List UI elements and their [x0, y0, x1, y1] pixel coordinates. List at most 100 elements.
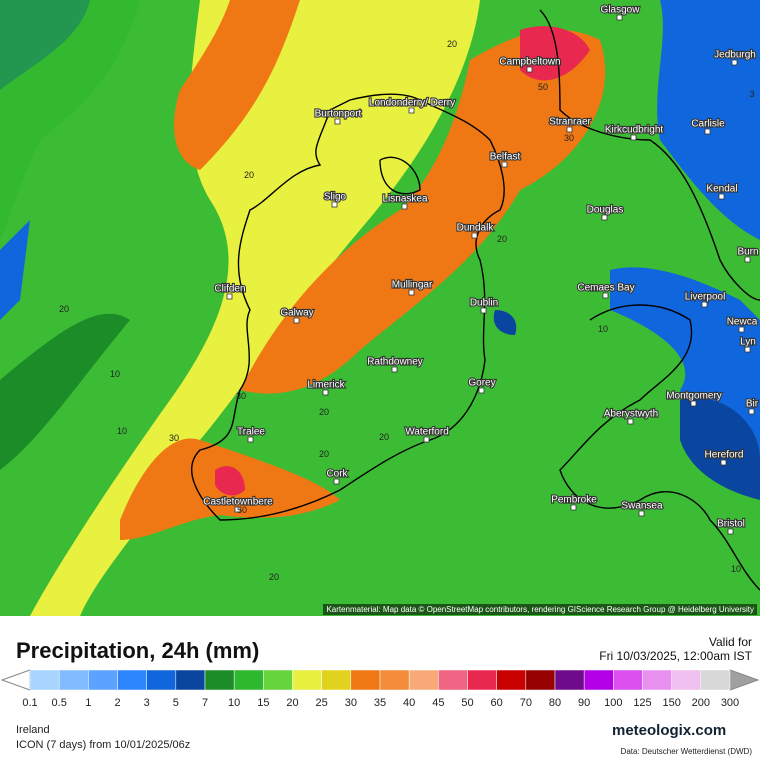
- city-label: Aberystwyth: [604, 409, 658, 420]
- city-marker: [738, 326, 745, 333]
- city-marker: [570, 504, 577, 511]
- level-label: 7: [202, 697, 208, 709]
- city-marker: [331, 201, 338, 208]
- attribution: Kartenmaterial: Map data © OpenStreetMap…: [323, 604, 757, 615]
- level-label: 30: [345, 697, 357, 709]
- region: Ireland: [16, 724, 50, 736]
- city-marker: [718, 193, 725, 200]
- level-label: 70: [520, 697, 532, 709]
- city-label: Rathdowney: [367, 357, 423, 368]
- level-label: 15: [257, 697, 269, 709]
- level-label: 300: [721, 697, 739, 709]
- level-label: 20: [286, 697, 298, 709]
- city-marker: [401, 203, 408, 210]
- contour-label: 50: [538, 82, 548, 92]
- city-marker: [226, 293, 233, 300]
- city-label: Bir: [746, 399, 759, 410]
- city-label: Galway: [280, 308, 313, 319]
- city-marker: [701, 301, 708, 308]
- level-label: 3: [144, 697, 150, 709]
- city-label: Liverpool: [685, 292, 726, 303]
- city-marker: [408, 107, 415, 114]
- city-label: Douglas: [587, 205, 624, 216]
- city-label: Bristol: [717, 519, 745, 530]
- city-marker: [480, 307, 487, 314]
- color-box: [321, 669, 352, 691]
- color-box: [642, 669, 672, 691]
- city-label: Cemaes Bay: [577, 283, 634, 294]
- level-label: 150: [662, 697, 680, 709]
- contour-label: 20: [244, 170, 254, 180]
- city-label: Gorey: [468, 378, 495, 389]
- city-label: Cork: [326, 469, 348, 480]
- level-label: 0.1: [22, 697, 37, 709]
- city-label: Newca: [727, 317, 758, 328]
- city-marker: [602, 292, 609, 299]
- level-label: 50: [461, 697, 473, 709]
- model-run: ICON (7 days) from 10/01/2025/06z: [16, 739, 191, 751]
- city-label: Limerick: [307, 380, 345, 391]
- city-marker: [744, 346, 751, 353]
- city-marker: [391, 366, 398, 373]
- color-box: [671, 669, 702, 691]
- color-box: [175, 669, 206, 691]
- city-label: Clifden: [214, 284, 245, 295]
- city-label: Pembroke: [551, 495, 597, 506]
- city-label: Kirkcudbright: [605, 125, 664, 136]
- city-label: Sligo: [324, 192, 347, 203]
- city-label: Dundalk: [457, 223, 495, 234]
- level-label: 0.5: [52, 697, 67, 709]
- contour-label: 20: [59, 304, 69, 314]
- city-label: Lisnaskea: [382, 194, 427, 205]
- contour-label: 20: [447, 39, 457, 49]
- valid-label: Valid for: [708, 635, 752, 649]
- contour-label: 20: [379, 432, 389, 442]
- city-marker: [748, 408, 755, 415]
- color-box: [117, 669, 147, 691]
- city-marker: [501, 161, 508, 168]
- city-label: Burn: [737, 247, 758, 258]
- level-label: 125: [633, 697, 651, 709]
- city-label: Stranraer: [549, 117, 591, 128]
- city-marker: [731, 59, 738, 66]
- level-label: 90: [578, 697, 590, 709]
- city-marker: [322, 389, 329, 396]
- city-label: Kendal: [706, 184, 737, 195]
- color-box: [146, 669, 177, 691]
- color-box: [233, 669, 264, 691]
- color-box: [613, 669, 643, 691]
- color-box: [204, 669, 235, 691]
- level-label: 60: [491, 697, 503, 709]
- level-label: 10: [228, 697, 240, 709]
- city-marker: [408, 289, 415, 296]
- level-label: 45: [432, 697, 444, 709]
- city-label: Tralee: [237, 427, 265, 438]
- city-label: Hereford: [705, 450, 744, 461]
- chart-title: Precipitation, 24h (mm): [16, 638, 260, 663]
- city-marker: [744, 256, 751, 263]
- contour-label: 10: [598, 324, 608, 334]
- city-label: Jedburgh: [714, 50, 756, 61]
- city-marker: [638, 510, 645, 517]
- contour-label: 30: [169, 433, 179, 443]
- map: Glasgow Jedburgh Campbeltown Burtonport Lond…: [0, 0, 760, 616]
- color-box: [525, 669, 556, 691]
- color-box: [263, 669, 293, 691]
- city-marker: [526, 66, 533, 73]
- color-box: [700, 669, 731, 691]
- level-label: 200: [692, 697, 710, 709]
- city-label: Burtonport: [315, 109, 362, 120]
- contour-label: 20: [497, 234, 507, 244]
- level-label: 1: [85, 697, 91, 709]
- color-box: [408, 669, 439, 691]
- city-label: Waterford: [405, 427, 449, 438]
- city-marker: [601, 214, 608, 221]
- city-marker: [471, 232, 478, 239]
- color-box: [29, 669, 60, 691]
- color-box: [58, 669, 89, 691]
- valid-time: Fri 10/03/2025, 12:00am IST: [599, 649, 752, 663]
- city-marker: [334, 118, 341, 125]
- color-scale: 0.1 0.5 1 2 3 5 7 10 15 20 25 30 35 40 45 50 60 70 80 90 100…: [0, 669, 760, 709]
- city-label: Swansea: [621, 501, 663, 512]
